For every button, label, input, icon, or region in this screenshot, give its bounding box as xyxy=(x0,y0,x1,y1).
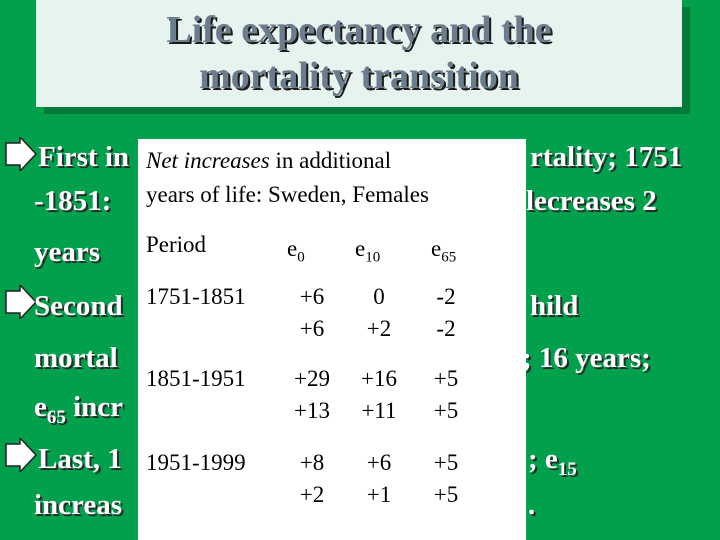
slide-title-line-1: Life expectancy and the xyxy=(166,9,552,51)
row-e10-value: 0 xyxy=(373,284,385,309)
row-e10-value: +2 xyxy=(366,316,392,341)
bullet-2-line-3: e65 incr xyxy=(34,391,124,428)
bullet-3-line-2-left: increas xyxy=(34,489,123,521)
row-e65-value: -2 xyxy=(436,284,456,309)
bullet-1-line-2-right: lecreases 2 xyxy=(526,185,657,217)
row-period: 1951-1999 xyxy=(146,450,246,475)
column-header-period: Period xyxy=(146,232,207,257)
row-e65-value: +5 xyxy=(433,450,459,475)
row-e10-value: +16 xyxy=(361,366,397,391)
bullet-2-line-2-right: ; 16 years; xyxy=(522,342,651,374)
row-e0-value: +29 xyxy=(294,366,330,391)
title-box: Life expectancy and the mortality transi… xyxy=(36,0,682,107)
table-heading-line-2: years of life: Sweden, Females xyxy=(146,182,429,207)
bullet-3-line-2-right: . xyxy=(528,489,536,521)
row-e0-value: +6 xyxy=(299,284,325,309)
row-e0-value: +2 xyxy=(299,482,325,507)
column-header-e65: e65 xyxy=(431,236,457,266)
arrow-right-icon xyxy=(5,285,38,319)
bullet-1-line-2-left: -1851: xyxy=(34,185,112,217)
row-period: 1751-1851 xyxy=(146,284,246,309)
bullet-2-line-2-left: mortal xyxy=(34,342,118,374)
row-e10-value: +11 xyxy=(361,398,397,423)
life-expectancy-table: Net increases in additional years of lif… xyxy=(138,139,526,540)
bullet-1-line-1-right: rtality; 1751 xyxy=(530,141,683,173)
slide-title-line-2: mortality transition xyxy=(199,55,519,97)
row-e0-value: +8 xyxy=(299,450,325,475)
row-e10-value: +6 xyxy=(366,450,392,475)
bullet-3-line-1-right: ; e15 xyxy=(528,443,577,480)
row-e65-value: -2 xyxy=(436,316,456,341)
table-heading-line-1: Net increases in additional xyxy=(146,148,392,173)
column-header-e10: e10 xyxy=(355,236,381,266)
row-e65-value: +5 xyxy=(433,366,459,391)
row-e10-value: +1 xyxy=(366,482,392,507)
row-e65-value: +5 xyxy=(433,482,459,507)
arrow-right-icon xyxy=(5,137,38,171)
row-e65-value: +5 xyxy=(433,398,459,423)
row-e0-value: +6 xyxy=(299,316,325,341)
bullet-1-line-3: years xyxy=(34,236,101,268)
arrow-right-icon xyxy=(5,438,38,472)
column-header-e0: e0 xyxy=(287,236,305,266)
bullet-1-line-1-left: First in xyxy=(38,141,130,173)
row-e0-value: +13 xyxy=(294,398,330,423)
bullet-3-line-1-left: Last, 1 xyxy=(38,443,122,475)
bullet-2-line-1-left: Second xyxy=(34,290,123,322)
bullet-2-line-1-right: hild xyxy=(530,290,579,322)
row-period: 1851-1951 xyxy=(146,366,246,391)
